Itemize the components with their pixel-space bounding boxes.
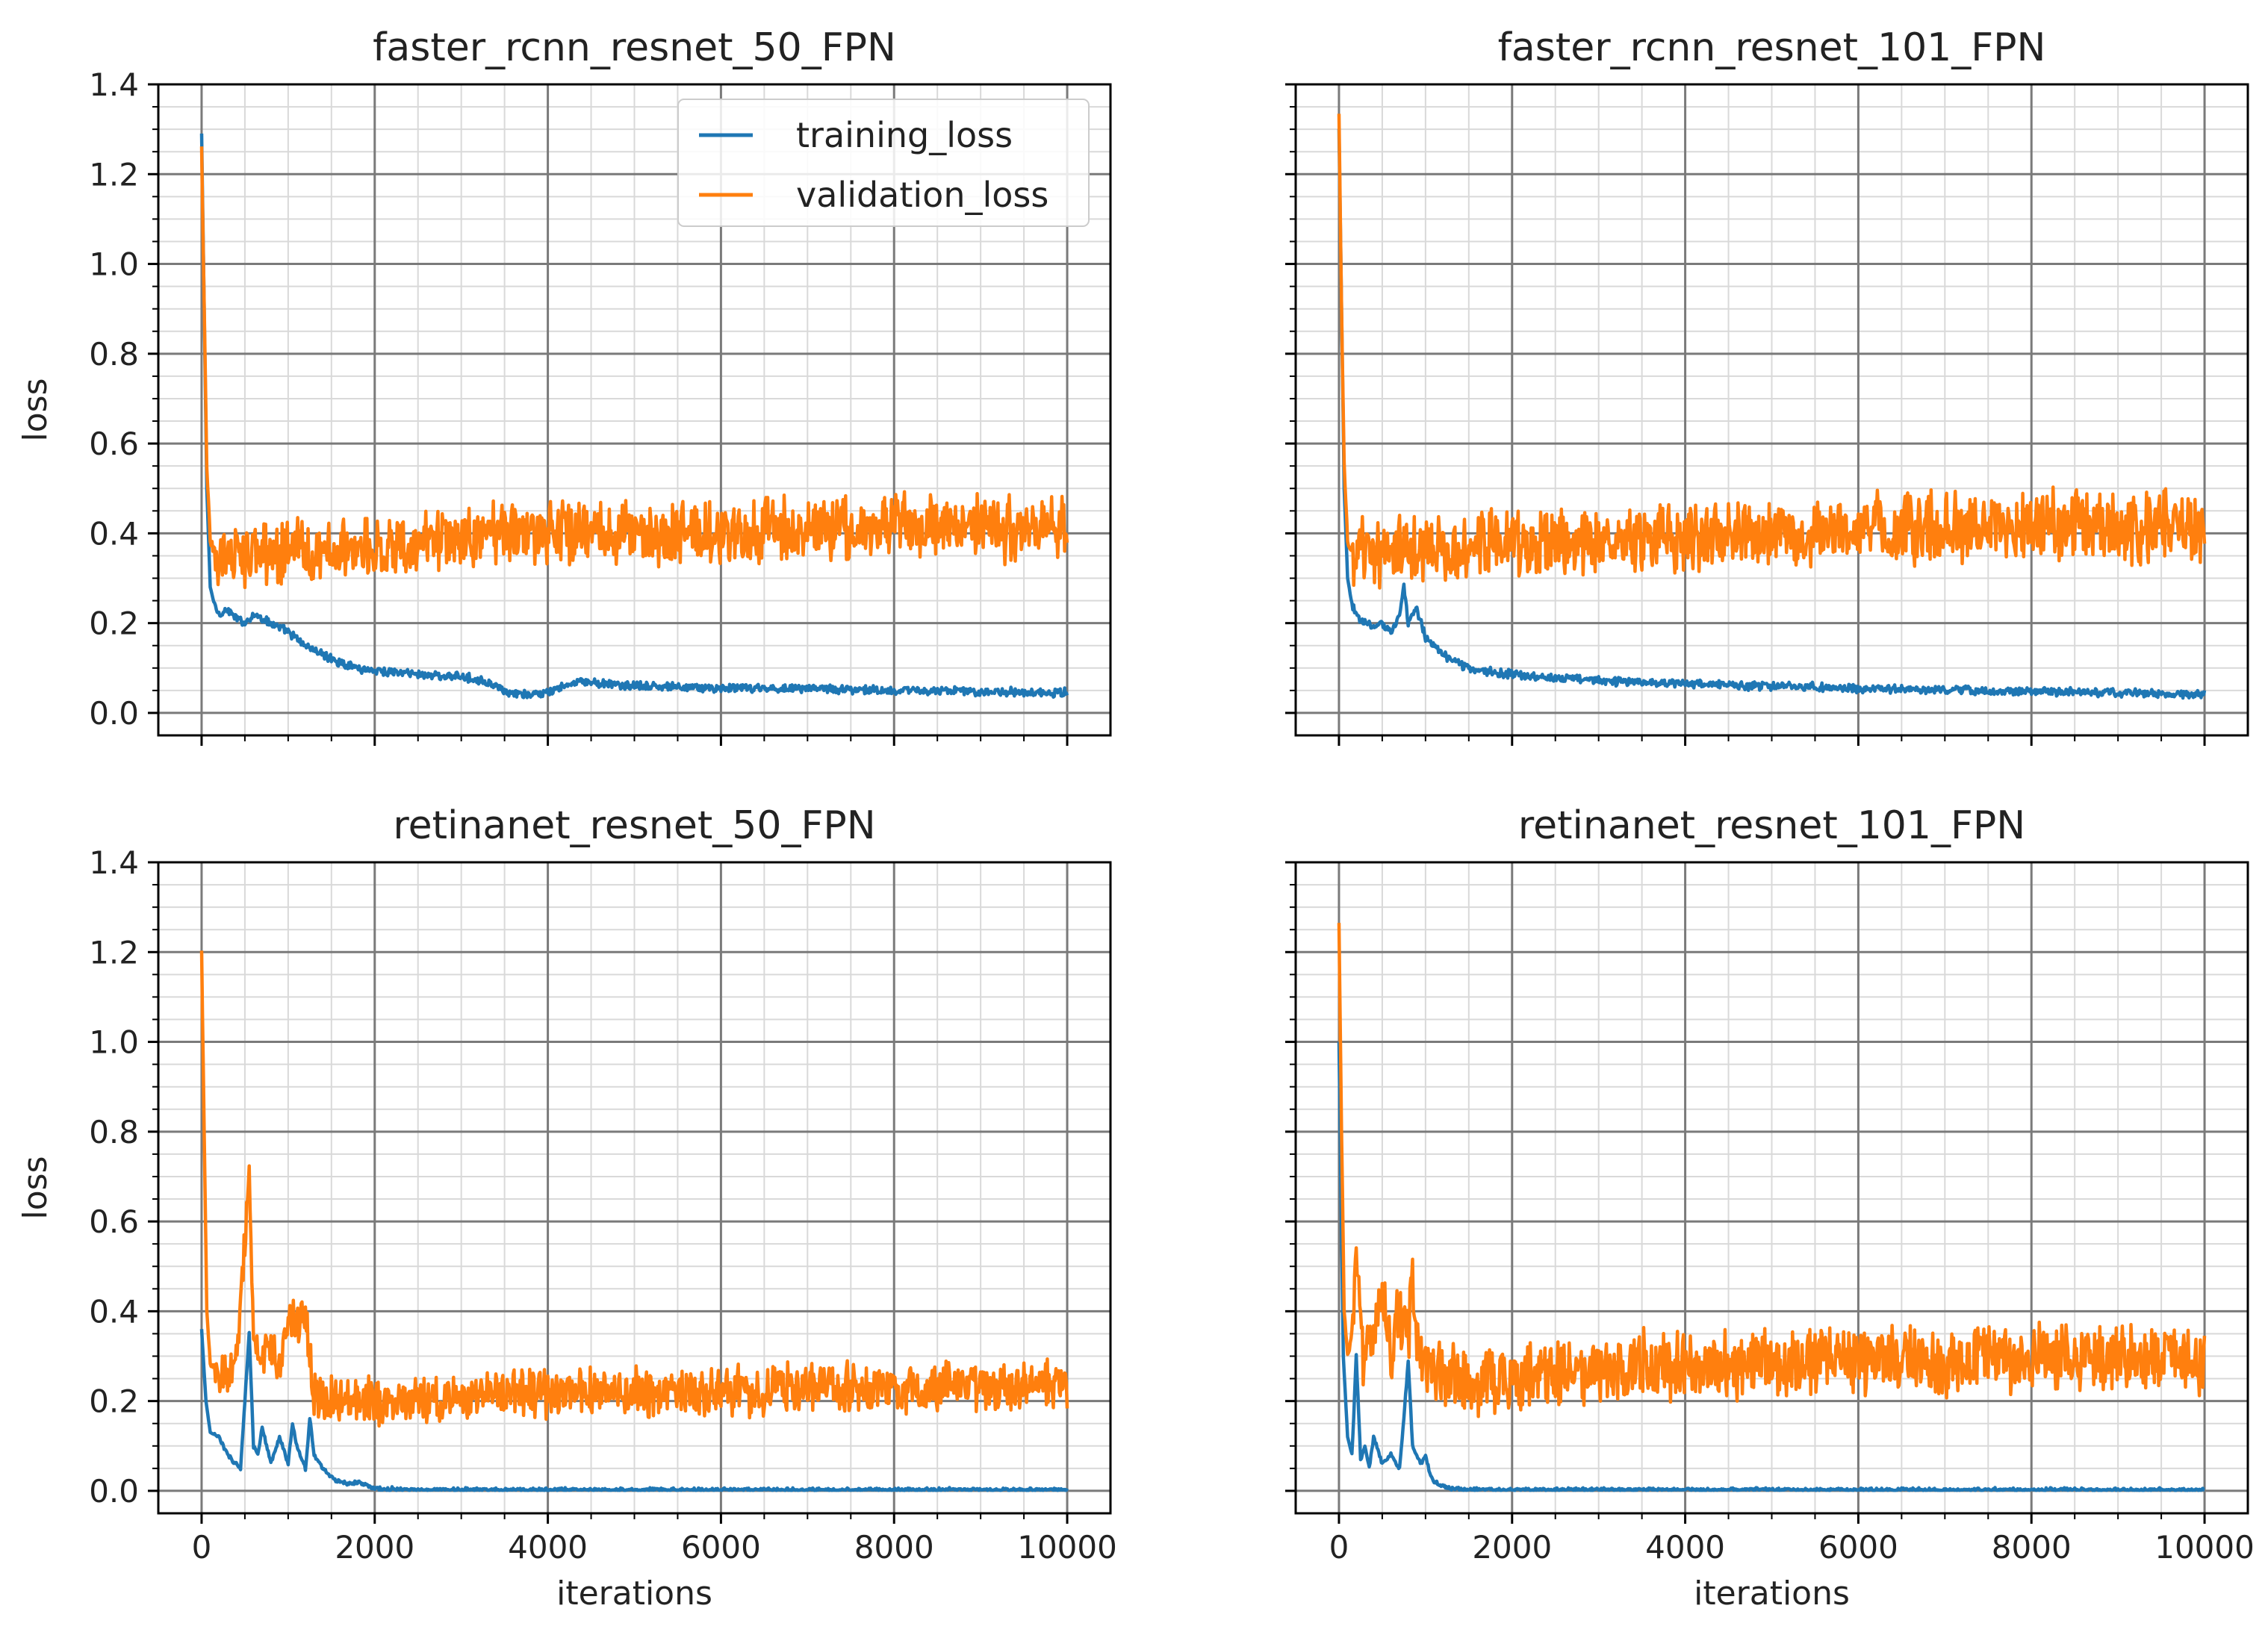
legend-label-validation_loss: validation_loss — [796, 175, 1048, 215]
ticks: 0 2000 4000 6000 8000 10000 — [1285, 861, 2255, 1566]
y-tick-label: 0.4 — [89, 515, 139, 552]
y-tick-label: 0.0 — [89, 1473, 139, 1510]
series-line-training_loss — [1337, 1041, 2206, 1492]
series-line-training_loss — [199, 1329, 1069, 1492]
chart-title: retinanet_resnet_101_FPN — [1518, 803, 2025, 848]
x-tick-label: 0 — [1329, 1529, 1349, 1566]
minor-grid — [1295, 862, 2249, 1514]
y-tick-label: 0.6 — [89, 1203, 139, 1240]
x-tick-label: 6000 — [1818, 1529, 1898, 1566]
minor-grid — [158, 862, 1111, 1514]
y-tick-label: 0.8 — [89, 336, 139, 373]
y-tick-label: 1.4 — [89, 844, 139, 881]
chart-panel-1: 0.0 0.2 0.4 0.6 0.8 1.0 1.2 1.4 faster_rcnn_resn… — [16, 25, 1112, 746]
series-group — [199, 950, 1069, 1492]
series-line-validation_loss — [199, 146, 1069, 590]
series-group — [199, 133, 1069, 700]
series-line-training_loss — [1337, 128, 2207, 700]
y-tick-label: 1.2 — [89, 156, 139, 193]
chart-title: faster_rcnn_resnet_50_FPN — [373, 25, 896, 70]
y-tick-label: 0.4 — [89, 1293, 139, 1330]
x-axis-label: iterations — [556, 1575, 712, 1613]
legend-box — [677, 99, 1090, 227]
chart-panel-4: 0 2000 4000 6000 8000 10000 retinanet_resnet_1… — [1285, 803, 2255, 1613]
series-line-validation_loss — [1337, 923, 2207, 1418]
ticks — [1285, 83, 2206, 746]
chart-panel-3: 0 2000 4000 6000 8000 10000 0.0 0.2 0.4 0.6 0.8 1.0… — [16, 803, 1117, 1613]
x-tick-label: 2000 — [1472, 1529, 1552, 1566]
legend-label-training_loss: training_loss — [796, 115, 1013, 155]
series-line-validation_loss — [1337, 113, 2207, 590]
y-tick-label: 0.8 — [89, 1114, 139, 1150]
x-tick-label: 10000 — [1017, 1529, 1117, 1566]
x-tick-label: 10000 — [2154, 1529, 2255, 1566]
chart-title: retinanet_resnet_50_FPN — [393, 803, 875, 848]
minor-grid — [1295, 84, 2249, 736]
y-tick-label: 1.2 — [89, 934, 139, 971]
series-group — [1337, 923, 2207, 1492]
y-tick-label: 0.0 — [89, 695, 139, 732]
series-line-validation_loss — [199, 950, 1069, 1428]
y-tick-label: 0.6 — [89, 426, 139, 462]
x-tick-label: 6000 — [681, 1529, 761, 1566]
y-tick-label: 1.0 — [89, 246, 139, 283]
x-tick-label: 8000 — [854, 1529, 934, 1566]
ticks: 0.0 0.2 0.4 0.6 0.8 1.0 1.2 1.4 — [89, 66, 1069, 746]
x-tick-label: 0 — [192, 1529, 212, 1566]
chart-panel-2: faster_rcnn_resnet_101_FPN — [1285, 25, 2249, 746]
series-line-training_loss — [199, 133, 1069, 700]
x-tick-label: 4000 — [1645, 1529, 1725, 1566]
ticks: 0 2000 4000 6000 8000 10000 0.0 0.2 0.4 0.6 0.8 1.0… — [89, 844, 1117, 1566]
legend: training_loss validation_loss — [677, 99, 1090, 227]
y-tick-label: 1.4 — [89, 66, 139, 103]
series-group — [1337, 113, 2207, 700]
x-axis-label: iterations — [1694, 1575, 1850, 1613]
x-tick-label: 2000 — [335, 1529, 414, 1566]
y-tick-label: 1.0 — [89, 1024, 139, 1061]
x-tick-label: 4000 — [508, 1529, 588, 1566]
chart-title: faster_rcnn_resnet_101_FPN — [1498, 25, 2046, 70]
x-tick-label: 8000 — [1992, 1529, 2072, 1566]
y-axis-label: loss — [16, 379, 55, 442]
y-axis-label: loss — [16, 1156, 55, 1220]
y-tick-label: 0.2 — [89, 1383, 139, 1420]
y-tick-label: 0.2 — [89, 605, 139, 642]
